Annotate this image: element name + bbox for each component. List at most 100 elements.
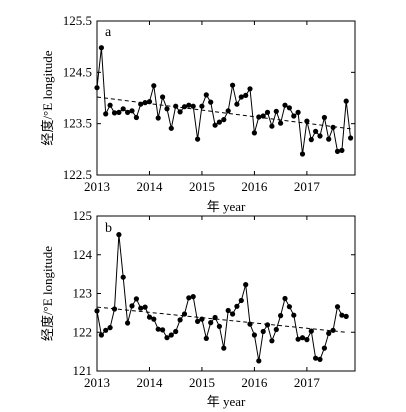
data-point	[225, 108, 231, 114]
data-point	[177, 317, 183, 323]
data-point	[103, 327, 109, 333]
data-point	[160, 94, 166, 100]
data-point	[116, 109, 122, 115]
data-point	[273, 108, 279, 114]
data-point	[125, 320, 131, 326]
data-point	[129, 303, 135, 309]
data-point	[155, 326, 161, 332]
data-point	[160, 327, 166, 333]
data-point	[260, 113, 266, 119]
data-point	[313, 128, 319, 134]
data-point	[238, 94, 244, 100]
data-point	[120, 106, 126, 112]
data-point	[151, 83, 157, 89]
data-point	[190, 294, 196, 300]
data-point	[299, 335, 306, 341]
data-point	[133, 114, 139, 121]
data-point	[208, 320, 214, 326]
data-point	[146, 314, 153, 320]
data-point	[146, 99, 153, 105]
data-point	[243, 282, 249, 288]
data-point	[234, 303, 240, 309]
data-point	[238, 297, 244, 304]
x-axis-label: 年 year	[207, 394, 246, 409]
data-point	[282, 102, 288, 108]
data-point	[138, 305, 144, 311]
data-point	[103, 111, 109, 117]
data-point	[269, 123, 275, 129]
data-point	[308, 328, 314, 334]
data-point	[195, 318, 201, 324]
data-point	[234, 101, 240, 107]
data-point	[286, 105, 292, 111]
data-point	[317, 356, 323, 362]
data-point	[282, 295, 288, 302]
data-point	[339, 312, 345, 318]
data-point	[181, 311, 188, 317]
data-point	[260, 328, 266, 335]
data-point	[295, 336, 301, 342]
chart-panel-b: 121 122 123 124 125 2013 2014 2015 2016 2017 年 yea…	[40, 208, 356, 409]
data-point	[343, 313, 349, 319]
data-point	[203, 335, 209, 341]
data-point	[326, 136, 332, 142]
data-point	[321, 345, 327, 351]
x-tick-label: 2016	[241, 375, 268, 390]
y-tick-label: 124.5	[63, 64, 92, 79]
data-point	[190, 103, 196, 109]
data-point	[120, 274, 126, 280]
x-tick-label: 2017	[294, 179, 321, 194]
data-point	[221, 117, 227, 123]
data-point	[107, 102, 113, 108]
data-point	[251, 332, 257, 338]
data-point	[173, 103, 179, 109]
data-point	[334, 304, 341, 310]
data-point	[212, 314, 218, 321]
data-point	[168, 125, 174, 131]
data-point	[98, 332, 104, 338]
data-point	[168, 332, 174, 338]
data-point	[216, 119, 222, 125]
data-point	[208, 99, 214, 105]
data-point	[212, 122, 218, 128]
data-point	[230, 311, 236, 317]
data-point	[216, 323, 222, 329]
data-point	[251, 130, 257, 136]
x-axis-label: 年 year	[207, 199, 246, 214]
y-tick-label: 122.5	[63, 167, 92, 182]
data-point	[313, 355, 319, 361]
data-point	[230, 82, 236, 88]
data-point	[225, 307, 231, 314]
y-tick-label: 123.5	[63, 116, 92, 131]
data-point	[203, 92, 209, 98]
y-tick-label: 123	[73, 286, 93, 301]
data-point	[317, 133, 323, 139]
data-point	[243, 92, 249, 98]
y-tick-label: 125.5	[63, 13, 92, 28]
data-point	[125, 109, 131, 115]
trend-line	[96, 96, 351, 130]
data-point	[269, 338, 275, 344]
data-point	[142, 100, 148, 106]
y-tick-label: 122	[73, 324, 93, 339]
x-tick-label: 2014	[136, 179, 163, 194]
y-axis-label: 经度/°E longitude	[40, 246, 55, 341]
data-point	[195, 136, 201, 142]
data-point	[177, 109, 183, 115]
data-point	[129, 108, 135, 114]
data-point	[138, 101, 144, 107]
data-point	[339, 147, 345, 153]
y-axis-label: 经度/°E longitude	[40, 50, 55, 145]
x-tick-label: 2015	[189, 375, 215, 390]
data-point	[186, 295, 192, 301]
trend-line	[96, 306, 347, 333]
x-tick-label: 2013	[84, 375, 110, 390]
data-point	[116, 232, 122, 238]
data-point	[330, 327, 336, 333]
data-point	[299, 151, 306, 157]
data-point	[264, 322, 271, 328]
data-point	[94, 308, 100, 314]
x-tick-label: 2013	[84, 179, 110, 194]
data-point	[111, 110, 118, 116]
data-point	[199, 103, 205, 109]
